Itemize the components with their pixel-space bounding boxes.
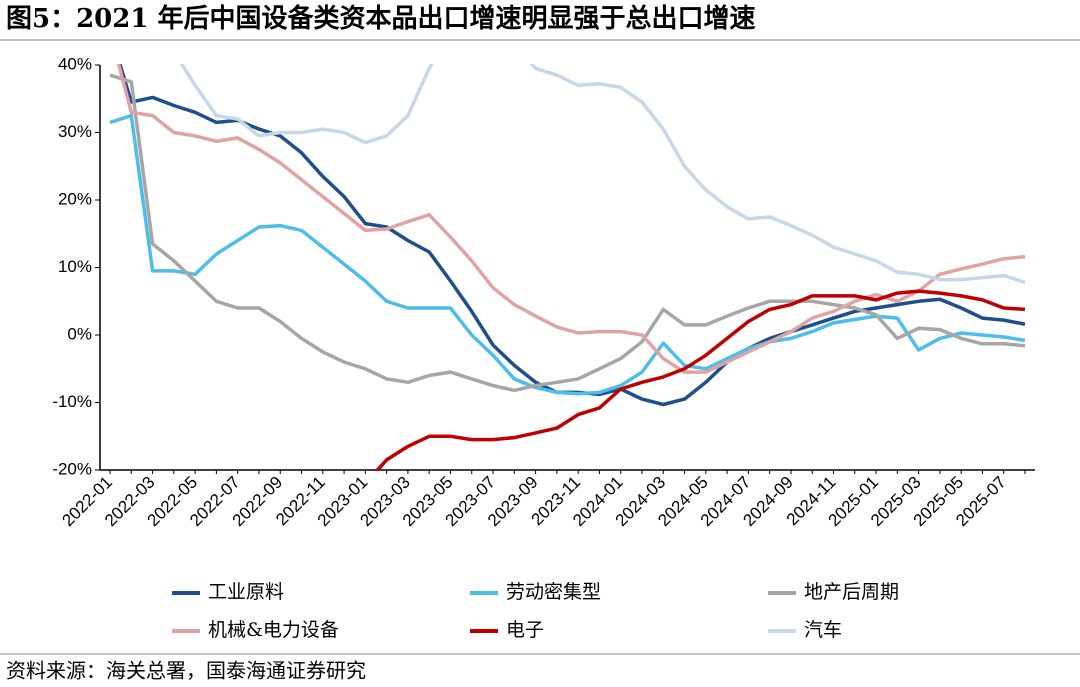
y-tick-label: 10% [58,257,92,276]
legend-label: 机械&电力设备 [208,619,339,641]
plot-area [109,64,1026,471]
y-tick-label: 20% [58,189,92,208]
legend-label: 汽车 [804,619,842,641]
legend-label: 电子 [506,619,544,641]
source: 资料来源：海关总署，国泰海通证券研究 [6,659,366,683]
series-line [374,289,1026,471]
chart-title: 图5：2021 年后中国设备类资本品出口增速明显强于总出口增速 [6,3,756,34]
series-line [179,64,1026,285]
legend-label: 劳动密集型 [506,581,601,603]
y-tick-label: 30% [58,122,92,141]
series-line [109,113,1026,396]
y-tick-label: -20% [52,459,92,478]
y-tick-label: 0% [67,324,92,343]
y-tick-label: 40% [58,54,92,73]
series-line [116,64,1026,374]
legend-label: 地产后周期 [804,581,899,603]
y-tick-label: -10% [52,392,92,411]
series-line [109,73,1026,393]
legend-label: 工业原料 [208,581,284,603]
series-line [118,64,1026,407]
